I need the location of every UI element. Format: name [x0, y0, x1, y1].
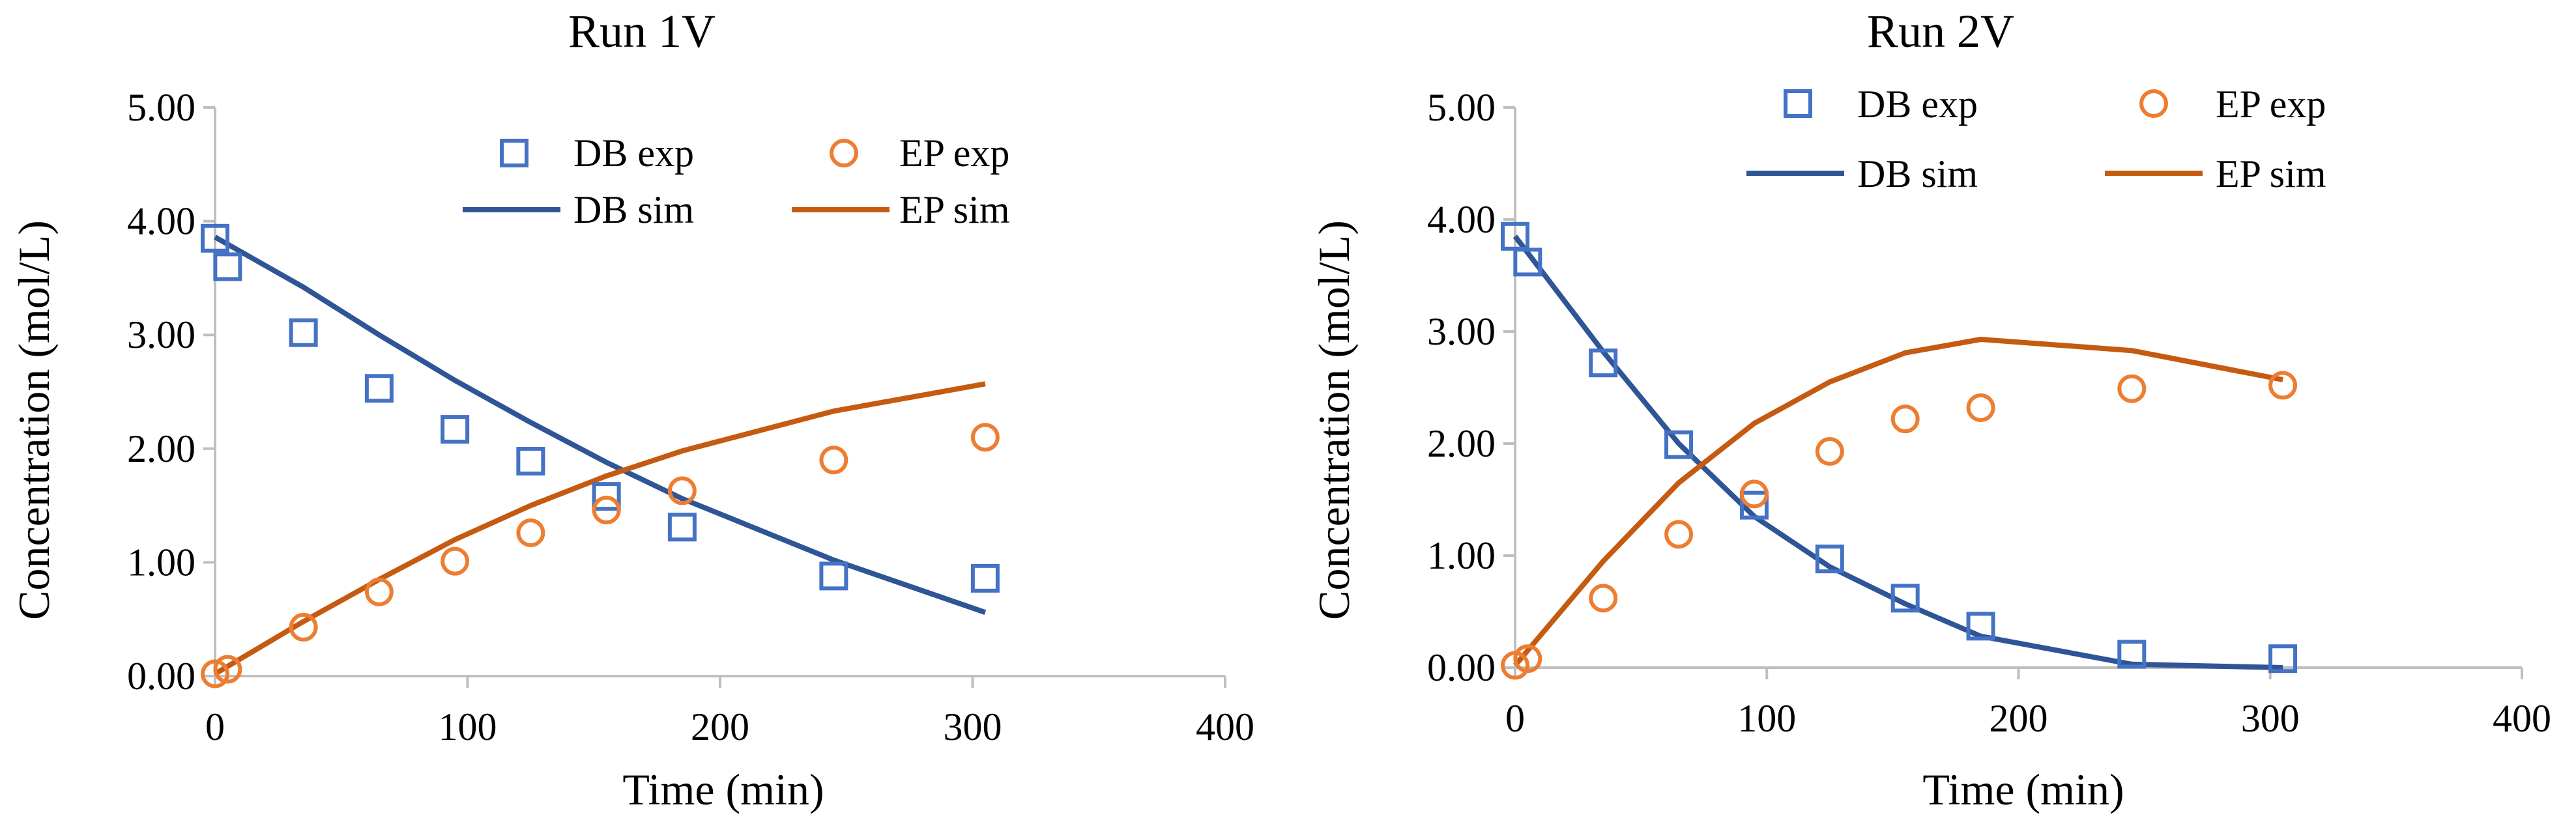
- y-tick-label: 4.00: [1427, 198, 1496, 241]
- y-tick-label: 3.00: [127, 313, 195, 356]
- db-exp-point: [1664, 430, 1694, 459]
- db-exp-point: [1589, 348, 1618, 378]
- x-tick-label: 300: [2241, 697, 2300, 740]
- x-tick-label: 400: [2493, 697, 2551, 740]
- db-exp-point: [819, 561, 848, 591]
- db-exp-point: [1890, 584, 1920, 613]
- ep-exp-point: [1966, 393, 1995, 422]
- x-tick-label: 0: [205, 705, 225, 748]
- chart-title: Run 2V: [1867, 5, 2014, 57]
- db-sim-line: [1512, 234, 2283, 670]
- legend-db-sim-label: DB sim: [1857, 152, 1978, 195]
- y-tick-label: 3.00: [1427, 310, 1496, 353]
- y-tick-label: 5.00: [127, 86, 195, 129]
- y-tick-labels: 0.00 1.00 2.00 3.00 4.00 5.00: [127, 86, 195, 698]
- x-axis-title: Time (min): [1922, 765, 2124, 814]
- db-exp-point: [1966, 612, 1995, 641]
- db-exp-point: [2268, 644, 2298, 673]
- ep-exp-point: [441, 546, 470, 576]
- y-tick-label: 1.00: [127, 541, 195, 584]
- db-exp-point: [2117, 640, 2147, 669]
- db-exp-point: [970, 563, 1000, 593]
- db-exp-point: [364, 374, 394, 403]
- legend-db-exp-label: DB exp: [573, 132, 694, 175]
- legend-db-exp-marker: [500, 139, 528, 167]
- legend-ep-exp-marker: [2139, 89, 2168, 118]
- ep-exp-point: [213, 655, 242, 684]
- ep-exp-point: [819, 446, 848, 475]
- y-tick-label: 0.00: [127, 655, 195, 698]
- y-tick-label: 0.00: [1427, 646, 1496, 689]
- ep-exp-point: [364, 577, 394, 606]
- legend: DB exp EP exp DB sim EP sim: [463, 132, 1009, 231]
- x-tick-labels: 0 100 200 300 400: [1505, 697, 2551, 740]
- x-tick-label: 100: [1737, 697, 1796, 740]
- ep-exp-point: [667, 476, 697, 505]
- legend-ep-exp-label: EP exp: [899, 132, 1009, 175]
- y-axis-title: Concentration (mol/L): [9, 220, 59, 620]
- ep-exp-point: [1815, 437, 1844, 466]
- axes: [1503, 106, 2523, 679]
- legend-db-exp-marker: [1784, 89, 1812, 118]
- ep-exp-point: [1739, 479, 1769, 509]
- db-exp-point: [1815, 545, 1844, 574]
- x-tick-labels: 0 100 200 300 400: [205, 705, 1254, 748]
- y-tick-label: 1.00: [1427, 534, 1496, 577]
- plot-marks: [1501, 221, 2298, 680]
- y-tick-label: 4.00: [127, 200, 195, 243]
- x-axis-title: Time (min): [622, 765, 824, 814]
- db-exp-point: [1513, 248, 1542, 277]
- ep-exp-point: [201, 659, 229, 688]
- y-tick-labels: 0.00 1.00 2.00 3.00 4.00 5.00: [1427, 86, 1496, 689]
- x-tick-label: 400: [1196, 705, 1254, 748]
- legend-ep-sim-label: EP sim: [2216, 152, 2326, 195]
- db-exp-point: [667, 513, 697, 542]
- legend: DB exp EP exp DB sim EP sim: [1746, 83, 2326, 195]
- plot-marks: [201, 223, 1000, 688]
- legend-ep-exp-label: EP exp: [2216, 83, 2326, 126]
- db-exp-point: [213, 252, 242, 281]
- ep-sim-line: [1512, 337, 2283, 668]
- db-exp-point: [592, 482, 621, 511]
- chart-title: Run 1V: [568, 5, 716, 57]
- x-tick-label: 0: [1505, 697, 1525, 740]
- ep-exp-point: [592, 496, 621, 525]
- legend-db-sim-label: DB sim: [573, 188, 694, 231]
- ep-exp-point: [970, 423, 1000, 452]
- ep-exp-point: [2268, 371, 2298, 400]
- db-exp-point: [201, 223, 229, 253]
- ep-exp-point: [1890, 404, 1920, 434]
- axes: [203, 106, 1226, 688]
- x-tick-label: 200: [1990, 697, 2048, 740]
- y-tick-label: 5.00: [1427, 86, 1496, 129]
- y-tick-label: 2.00: [1427, 422, 1496, 465]
- x-tick-label: 100: [439, 705, 497, 748]
- legend-db-exp-label: DB exp: [1857, 83, 1978, 126]
- db-exp-point: [289, 318, 318, 347]
- ep-exp-point: [1589, 584, 1618, 613]
- ep-exp-point: [1513, 644, 1542, 673]
- ep-exp-point: [1664, 520, 1694, 549]
- db-sim-line: [214, 234, 987, 615]
- legend-ep-sim-label: EP sim: [899, 188, 1009, 231]
- db-exp-point: [441, 415, 470, 444]
- chart-run-2v: Run 2V Concentration (mol/L) Time (min) …: [1309, 5, 2551, 814]
- ep-exp-point: [516, 518, 545, 548]
- legend-ep-exp-marker: [830, 139, 858, 167]
- y-axis-title: Concentration (mol/L): [1309, 220, 1359, 620]
- ep-exp-point: [289, 612, 318, 642]
- x-tick-label: 300: [944, 705, 1002, 748]
- db-exp-point: [516, 447, 545, 476]
- ep-sim-line: [213, 381, 986, 676]
- ep-exp-point: [2117, 374, 2147, 403]
- chart-run-1v: Run 1V Concentration (mol/L) Time (min) …: [9, 5, 1254, 814]
- y-tick-label: 2.00: [127, 427, 195, 470]
- x-tick-label: 200: [691, 705, 749, 748]
- db-exp-point: [1739, 490, 1769, 520]
